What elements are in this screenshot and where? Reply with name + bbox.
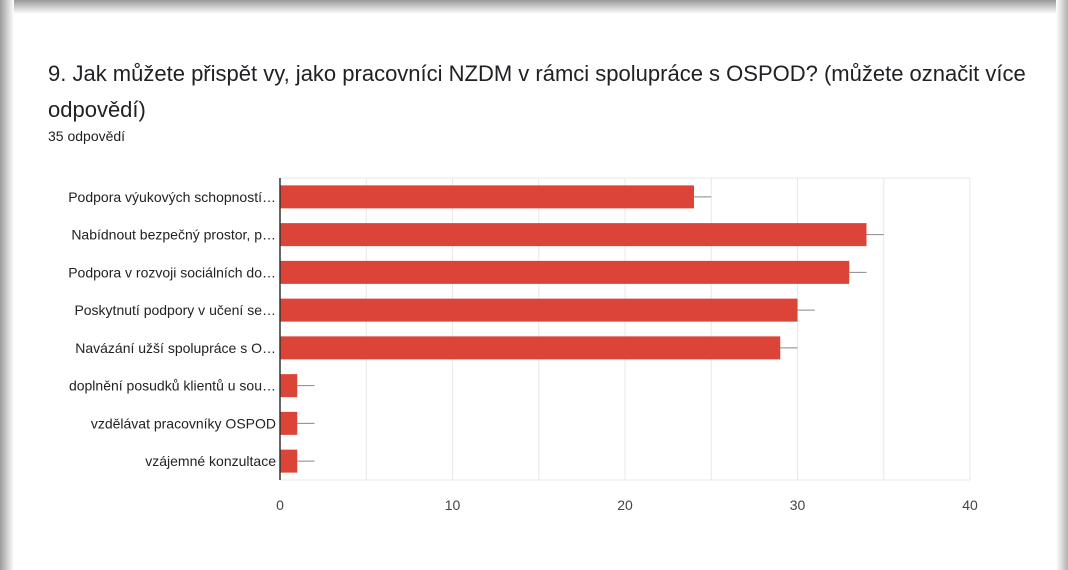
category-label: Poskytnutí podpory v učení se… [74, 302, 276, 318]
bar [280, 336, 781, 360]
bar [280, 223, 867, 247]
x-tick-label: 0 [276, 497, 284, 513]
bar [280, 374, 298, 398]
frame-shadow-top [0, 0, 1068, 14]
bar [280, 298, 798, 322]
frame-shadow-left [0, 0, 14, 570]
bar [280, 411, 298, 435]
x-tick-label: 20 [617, 497, 633, 513]
bar [280, 260, 850, 284]
x-tick-label: 10 [445, 497, 461, 513]
frame-shadow-right [1056, 0, 1068, 570]
response-count: 35 odpovědí [48, 128, 126, 144]
category-label: Podpora výukových schopností… [68, 189, 276, 205]
category-label: vzájemné konzultace [145, 453, 276, 469]
question-title: 9. Jak můžete přispět vy, jako pracovníc… [48, 61, 1026, 122]
x-tick-label: 40 [962, 497, 978, 513]
category-label: vzdělávat pracovníky OSPOD [91, 415, 276, 431]
bar [280, 185, 694, 209]
bar [280, 449, 298, 473]
category-label: doplnění posudků klientů u sou… [69, 378, 276, 394]
x-tick-label: 30 [790, 497, 806, 513]
category-label: Navázání užší spolupráce s O… [75, 340, 276, 356]
category-label: Nabídnout bezpečný prostor, p… [71, 227, 276, 243]
category-label: Podpora v rozvoji sociálních do… [68, 264, 276, 280]
